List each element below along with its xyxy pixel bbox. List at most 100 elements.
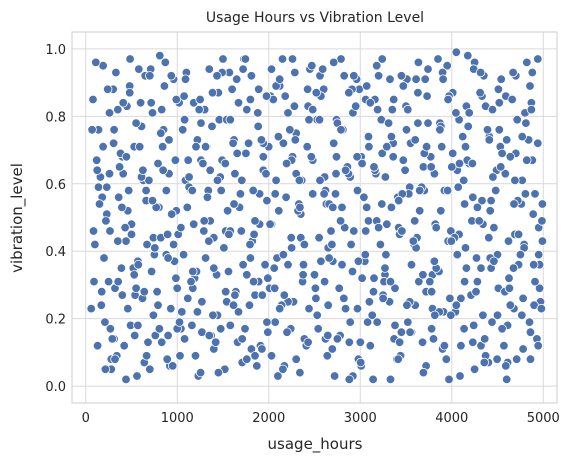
x-axis-label: usage_hours [268, 435, 363, 454]
data-point [186, 276, 196, 287]
data-point [413, 118, 423, 128]
data-point [380, 172, 391, 182]
data-point [207, 87, 218, 98]
data-point [505, 152, 516, 162]
data-point [184, 172, 194, 182]
data-point [373, 222, 384, 233]
data-point [295, 367, 305, 378]
data-point [352, 185, 363, 196]
data-point [240, 324, 250, 334]
data-point [396, 71, 407, 81]
data-point [357, 158, 367, 169]
data-point [386, 131, 397, 142]
data-point [349, 226, 359, 236]
data-point [146, 98, 156, 108]
data-point [230, 168, 240, 179]
data-point [265, 219, 275, 229]
data-point [396, 327, 407, 337]
chart-title: Usage Hours vs Vibration Level [206, 10, 424, 26]
data-point [469, 364, 480, 375]
data-point [87, 125, 97, 135]
data-point [243, 138, 254, 149]
data-point [533, 138, 543, 149]
data-point [459, 199, 470, 209]
data-point [415, 206, 425, 216]
data-point [433, 54, 443, 64]
data-point [155, 50, 165, 61]
data-point [389, 94, 399, 105]
data-point [485, 206, 495, 216]
data-point [242, 270, 252, 280]
data-point [302, 84, 313, 95]
data-point [270, 317, 280, 327]
data-point [362, 317, 373, 327]
data-point [262, 195, 272, 206]
data-point [340, 222, 350, 233]
data-point [460, 243, 471, 253]
data-point [444, 374, 454, 385]
data-point [275, 74, 285, 84]
data-point [199, 216, 209, 226]
data-point [493, 84, 504, 95]
data-point [212, 71, 222, 81]
data-point [248, 276, 259, 287]
data-point [94, 199, 105, 209]
data-point [398, 81, 409, 91]
y-tick-label: 0.6 [45, 178, 66, 193]
data-point [518, 293, 528, 304]
data-point [207, 121, 217, 132]
data-point [266, 351, 277, 361]
data-point [390, 283, 400, 294]
data-point [117, 202, 127, 213]
data-point [393, 354, 403, 364]
data-point [156, 337, 167, 348]
data-point [220, 287, 231, 297]
data-point [266, 64, 277, 74]
data-point [488, 172, 498, 182]
data-point [118, 98, 128, 108]
data-point [215, 324, 226, 334]
data-point [537, 199, 548, 209]
data-point [339, 293, 349, 304]
data-point [291, 354, 301, 364]
data-point [223, 266, 234, 277]
data-point [438, 74, 448, 84]
data-point [474, 216, 484, 226]
data-point [162, 354, 172, 364]
data-point [188, 219, 199, 229]
data-point [319, 276, 330, 287]
data-point [120, 222, 130, 233]
data-point [111, 67, 121, 78]
data-point [90, 239, 100, 250]
data-point [418, 162, 429, 172]
data-point [492, 354, 502, 364]
data-point [129, 330, 140, 341]
data-point [497, 148, 507, 159]
data-point [156, 104, 167, 115]
data-point [423, 118, 433, 128]
data-point [250, 351, 260, 361]
data-point [406, 260, 417, 270]
y-axis-label: vibration_level [8, 163, 27, 273]
data-point [278, 364, 288, 375]
data-point [316, 256, 326, 267]
plot-frame [71, 31, 558, 404]
data-point [382, 141, 392, 152]
data-point [397, 226, 407, 236]
data-point [238, 260, 248, 270]
data-point [108, 138, 119, 149]
data-point [227, 84, 237, 95]
data-point [456, 293, 466, 304]
data-point [417, 337, 428, 348]
data-point [133, 320, 143, 331]
data-point [161, 185, 172, 196]
data-point [168, 239, 179, 250]
data-point [442, 60, 452, 71]
data-point [363, 216, 374, 226]
data-point [263, 327, 273, 337]
data-point [383, 118, 394, 128]
data-point [504, 273, 514, 283]
data-point [246, 71, 257, 81]
data-point [344, 374, 355, 385]
data-point [459, 175, 469, 186]
